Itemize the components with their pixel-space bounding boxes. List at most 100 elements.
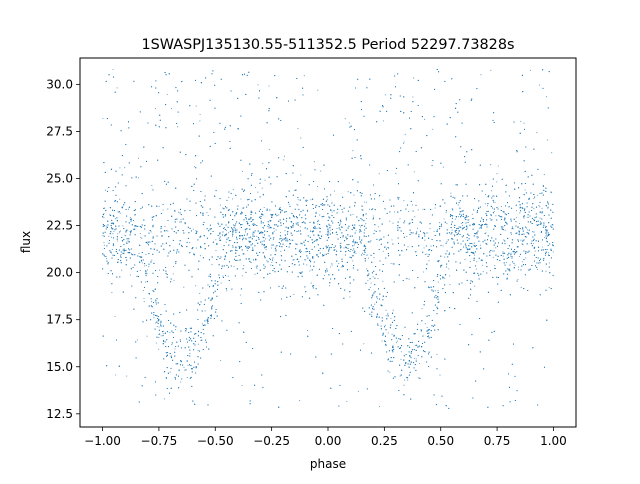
- data-point: [480, 74, 482, 76]
- data-point: [415, 344, 417, 346]
- data-point: [275, 229, 277, 231]
- data-point: [275, 246, 277, 248]
- data-point: [279, 206, 281, 209]
- data-point: [242, 275, 244, 277]
- data-point: [257, 191, 259, 193]
- data-point: [139, 233, 141, 235]
- data-point: [444, 277, 446, 279]
- data-point: [384, 94, 386, 96]
- data-point: [500, 206, 502, 208]
- data-point: [396, 340, 398, 342]
- data-point: [317, 223, 319, 225]
- data-point: [511, 257, 513, 259]
- data-point: [184, 369, 186, 371]
- data-point: [476, 237, 478, 239]
- data-point: [176, 250, 178, 252]
- data-point: [450, 192, 452, 194]
- data-point: [433, 230, 435, 232]
- data-point: [114, 315, 116, 318]
- data-point: [270, 220, 272, 222]
- data-point: [533, 197, 535, 200]
- data-point: [232, 198, 234, 200]
- data-point: [268, 148, 270, 150]
- data-point: [273, 230, 275, 232]
- data-point: [526, 229, 529, 231]
- data-point: [526, 251, 528, 253]
- data-point: [432, 128, 434, 130]
- data-point: [189, 353, 191, 355]
- data-point: [271, 261, 273, 264]
- data-point: [372, 276, 374, 278]
- data-point: [306, 209, 308, 211]
- data-point: [257, 84, 259, 86]
- data-point: [382, 280, 384, 282]
- data-point: [359, 226, 362, 228]
- data-point: [141, 237, 143, 239]
- data-point: [166, 93, 168, 96]
- data-point: [391, 333, 393, 335]
- data-point: [102, 234, 104, 237]
- data-point: [306, 264, 308, 266]
- data-point: [222, 275, 224, 277]
- data-point: [183, 366, 185, 369]
- data-point: [240, 234, 242, 237]
- data-point: [361, 252, 364, 254]
- data-point: [138, 252, 140, 254]
- data-point: [545, 236, 547, 238]
- data-point: [230, 192, 233, 194]
- data-point: [436, 353, 438, 355]
- data-point: [525, 227, 528, 229]
- data-point: [254, 273, 256, 275]
- data-point: [300, 137, 302, 139]
- data-point: [189, 241, 191, 243]
- data-point: [473, 242, 476, 244]
- data-point: [103, 242, 105, 244]
- data-point: [453, 234, 455, 236]
- data-point: [422, 271, 424, 273]
- data-point: [158, 337, 160, 339]
- data-point: [255, 186, 257, 189]
- data-point: [320, 170, 322, 172]
- data-point: [414, 216, 416, 218]
- data-point: [424, 118, 426, 120]
- data-point: [206, 212, 208, 214]
- data-point: [122, 225, 124, 227]
- data-point: [232, 247, 234, 249]
- data-point: [521, 243, 523, 245]
- data-point: [104, 207, 106, 209]
- data-point: [207, 214, 209, 217]
- data-point: [493, 210, 495, 213]
- data-point: [293, 294, 295, 296]
- data-point: [525, 257, 527, 259]
- data-point: [110, 236, 113, 238]
- data-point: [520, 287, 522, 289]
- data-point: [374, 303, 376, 305]
- data-point: [199, 255, 201, 257]
- data-point: [370, 282, 372, 284]
- data-point: [323, 254, 325, 256]
- data-point: [357, 390, 359, 392]
- data-point: [290, 239, 292, 241]
- data-point: [456, 234, 458, 236]
- data-point: [492, 195, 494, 197]
- data-point: [395, 342, 397, 344]
- data-point: [234, 228, 236, 230]
- data-point: [269, 258, 271, 260]
- data-point: [264, 179, 266, 181]
- data-point: [471, 213, 473, 215]
- data-point: [418, 362, 421, 365]
- data-point: [395, 173, 397, 175]
- data-point: [154, 108, 156, 110]
- data-point: [399, 218, 401, 220]
- data-point: [256, 267, 258, 269]
- data-point: [372, 208, 374, 210]
- data-point: [226, 290, 228, 292]
- data-point: [331, 263, 333, 265]
- data-point: [151, 301, 153, 303]
- data-point: [250, 210, 252, 212]
- data-point: [446, 223, 448, 225]
- data-point: [329, 229, 331, 231]
- data-point: [145, 264, 147, 267]
- data-point: [136, 339, 138, 341]
- data-point: [126, 241, 128, 243]
